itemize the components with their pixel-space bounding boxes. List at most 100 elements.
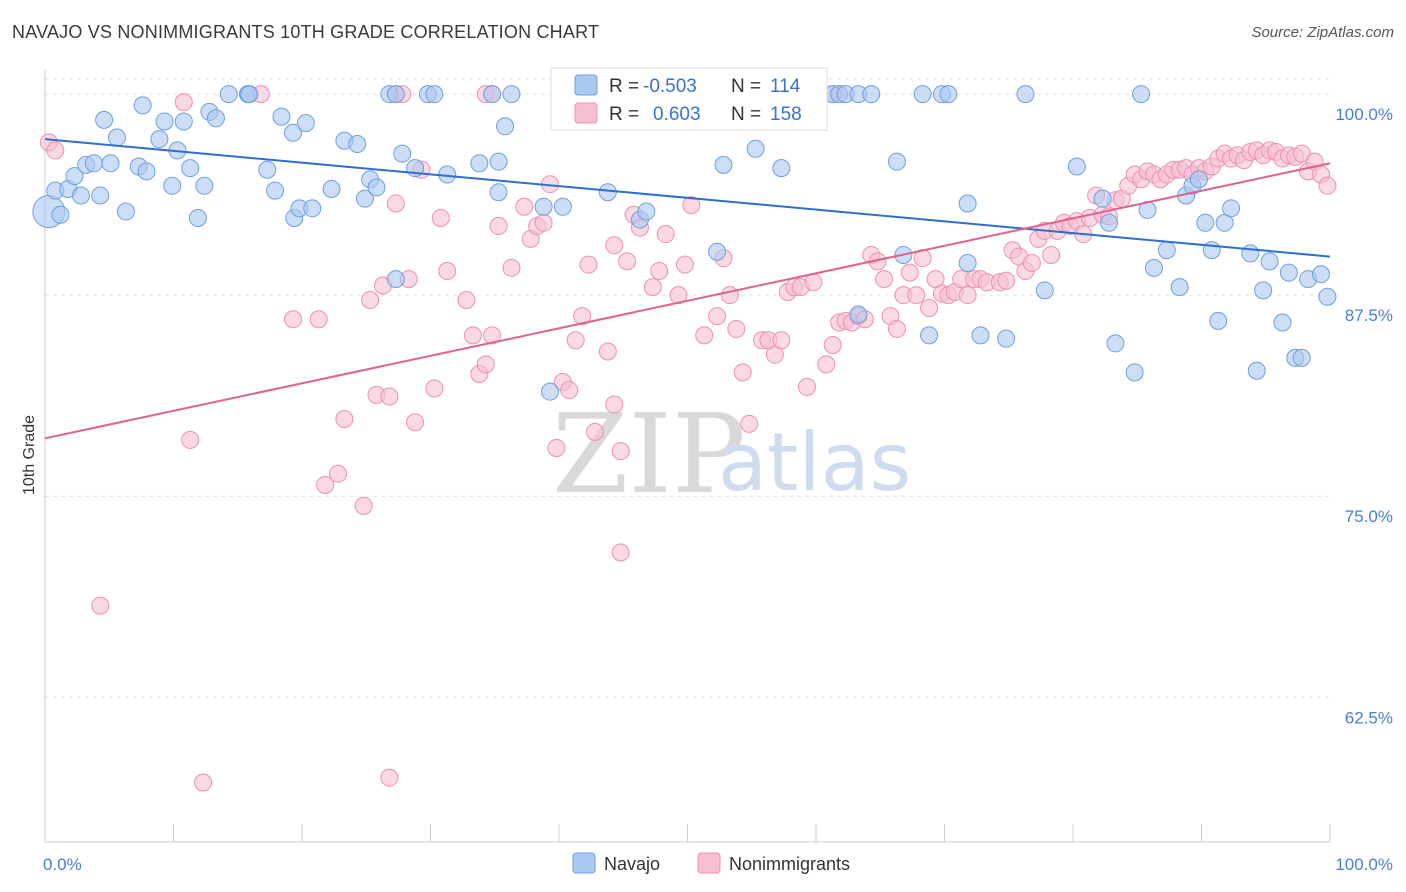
- navajo-point: [163, 176, 182, 195]
- nonimmigrants-point: [560, 381, 579, 400]
- nonimmigrants-point: [91, 596, 110, 615]
- navajo-point: [1222, 199, 1241, 218]
- navajo-point: [1247, 361, 1266, 380]
- nonimmigrants-point: [823, 336, 842, 355]
- bottom-legend-swatch-navajo: [572, 852, 596, 874]
- nonimmigrants-point: [194, 773, 213, 792]
- navajo-point: [1157, 241, 1176, 260]
- legend-stats: R = -0.503 N = 114 R = 0.603 N = 158: [550, 67, 828, 131]
- legend-navajo-n-label: N =: [731, 76, 761, 97]
- navajo-point: [1035, 281, 1054, 300]
- legend-swatch-nonimmigrants: [574, 102, 598, 124]
- navajo-point: [637, 202, 656, 221]
- navajo-point: [997, 329, 1016, 348]
- nonimmigrants-point: [733, 363, 752, 382]
- nonimmigrants-point: [328, 464, 347, 483]
- navajo-point: [1067, 157, 1086, 176]
- navajo-point: [206, 109, 225, 128]
- navajo-point: [772, 159, 791, 178]
- navajo-point: [1318, 287, 1337, 306]
- navajo-point: [219, 85, 238, 104]
- navajo-point: [137, 162, 156, 181]
- nonimmigrants-point: [650, 262, 669, 281]
- legend-navajo-n-value: 114: [770, 76, 801, 97]
- nonimmigrants-point: [585, 422, 604, 441]
- navajo-point: [1125, 363, 1144, 382]
- navajo-point: [1254, 281, 1273, 300]
- navajo-point: [240, 85, 259, 104]
- navajo-point: [746, 139, 765, 158]
- nonimmigrants-point: [804, 273, 823, 292]
- nonimmigrants-point: [579, 255, 598, 274]
- nonimmigrants-point: [798, 377, 817, 396]
- nonimmigrants-point: [920, 299, 939, 318]
- legend-series: Navajo Nonimmigrants: [572, 852, 850, 874]
- navajo-point: [101, 154, 120, 173]
- bottom-legend-nonimmigrants: Nonimmigrants: [729, 854, 850, 874]
- navajo-point: [393, 144, 412, 163]
- nonimmigrants-point: [463, 326, 482, 345]
- nonimmigrants-point: [605, 236, 624, 255]
- navajo-point: [188, 208, 207, 227]
- nonimmigrants-point: [682, 196, 701, 215]
- legend-nonimm-r-value: 0.603: [653, 104, 701, 125]
- nonimmigrants-point: [515, 197, 534, 216]
- nonimmigrants-point: [386, 194, 405, 213]
- nonimmigrants-point: [309, 310, 328, 329]
- navajo-point: [1209, 311, 1228, 330]
- nonimmigrants-point: [1292, 144, 1311, 163]
- watermark: ZIP atlas: [552, 390, 911, 518]
- navajo-point: [348, 134, 367, 153]
- navajo-point: [133, 96, 152, 115]
- bottom-legend-swatch-nonimmigrants: [697, 852, 721, 874]
- navajo-point: [1093, 189, 1112, 208]
- navajo-point: [258, 160, 277, 179]
- navajo-point: [71, 186, 90, 205]
- nonimmigrants-point: [875, 270, 894, 289]
- navajo-point: [174, 112, 193, 131]
- navajo-point: [598, 183, 617, 202]
- nonimmigrants-point: [502, 258, 521, 277]
- navajo-point: [355, 189, 374, 208]
- nonimmigrants-point: [643, 278, 662, 297]
- nonimmigrants-point: [958, 286, 977, 305]
- nonimmigrants-point: [438, 262, 457, 281]
- navajo-point: [51, 205, 70, 224]
- navajo-point: [958, 194, 977, 213]
- x-tick-label-min: 0.0%: [43, 855, 82, 874]
- y-tick-label: 62.5%: [1345, 708, 1393, 727]
- nonimmigrants-point: [547, 438, 566, 457]
- nonimmigrants-point: [380, 387, 399, 406]
- navajo-point: [284, 123, 303, 142]
- bottom-legend-navajo: Navajo: [604, 854, 660, 874]
- navajo-point: [1189, 170, 1208, 189]
- navajo-point: [849, 305, 868, 324]
- legend-navajo-r-value: -0.503: [643, 76, 697, 97]
- axes: [44, 70, 1331, 843]
- nonimmigrants-point: [740, 414, 759, 433]
- nonimmigrants-point: [720, 286, 739, 305]
- navajo-point: [470, 154, 489, 173]
- navajo-point: [195, 176, 214, 195]
- navajo-point: [1196, 213, 1215, 232]
- navajo-point: [1099, 213, 1118, 232]
- nonimmigrants-point: [997, 271, 1016, 290]
- nonimmigrants-point: [457, 290, 476, 309]
- nonimmigrants-point: [900, 263, 919, 282]
- nonimmigrants-point: [284, 310, 303, 329]
- nonimmigrants-point: [566, 331, 585, 350]
- navajo-trend-line: [44, 138, 1331, 258]
- nonimmigrants-point: [573, 307, 592, 326]
- navajo-point: [150, 130, 169, 149]
- nonimmigrants-point: [181, 430, 200, 449]
- navajo-point: [887, 152, 906, 171]
- nonimmigrants-point: [605, 395, 624, 414]
- source-credit: Source: ZipAtlas.com: [1251, 24, 1394, 41]
- navajo-point: [367, 178, 386, 197]
- nonimmigrants-points: [39, 85, 1337, 792]
- nonimmigrants-point: [380, 768, 399, 787]
- navajo-point: [116, 202, 135, 221]
- navajo-point: [913, 85, 932, 104]
- nonimmigrants-point: [772, 331, 791, 350]
- navajo-point: [483, 85, 502, 104]
